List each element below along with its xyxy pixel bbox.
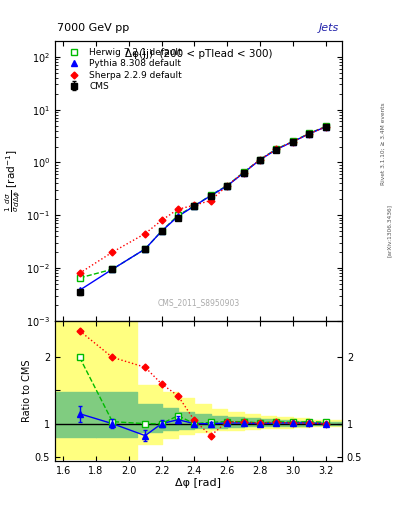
- Sherpa 2.2.9 default: [241, 169, 246, 176]
- Pythia 8.308 default: [192, 203, 197, 209]
- Pythia 8.308 default: [241, 170, 246, 176]
- Herwig 7.2.1 default: [110, 266, 115, 272]
- Sherpa 2.2.9 default: [110, 249, 115, 255]
- Pythia 8.308 default: [143, 246, 147, 252]
- Herwig 7.2.1 default: [159, 228, 164, 234]
- Herwig 7.2.1 default: [274, 146, 279, 152]
- Herwig 7.2.1 default: [290, 138, 295, 144]
- Text: Jets: Jets: [318, 23, 339, 33]
- Herwig 7.2.1 default: [176, 212, 180, 218]
- Herwig 7.2.1 default: [307, 131, 312, 137]
- Pythia 8.308 default: [208, 193, 213, 199]
- Sherpa 2.2.9 default: [274, 146, 279, 152]
- Pythia 8.308 default: [290, 139, 295, 145]
- Sherpa 2.2.9 default: [176, 206, 180, 212]
- Sherpa 2.2.9 default: [257, 157, 262, 163]
- Pythia 8.308 default: [225, 183, 230, 189]
- Sherpa 2.2.9 default: [159, 217, 164, 223]
- Herwig 7.2.1 default: [257, 157, 262, 163]
- Pythia 8.308 default: [159, 228, 164, 234]
- Text: [arXiv:1306.3436]: [arXiv:1306.3436]: [387, 204, 391, 257]
- Line: Herwig 7.2.1 default: Herwig 7.2.1 default: [77, 123, 329, 281]
- Sherpa 2.2.9 default: [208, 198, 213, 204]
- Herwig 7.2.1 default: [77, 275, 82, 281]
- Text: 7000 GeV pp: 7000 GeV pp: [57, 23, 129, 33]
- Sherpa 2.2.9 default: [192, 202, 197, 208]
- Text: CMS_2011_S8950903: CMS_2011_S8950903: [157, 298, 240, 307]
- Pythia 8.308 default: [257, 157, 262, 163]
- Herwig 7.2.1 default: [192, 203, 197, 209]
- Text: Rivet 3.1.10; ≥ 3.4M events: Rivet 3.1.10; ≥ 3.4M events: [381, 102, 386, 185]
- Y-axis label: Ratio to CMS: Ratio to CMS: [22, 359, 32, 422]
- Sherpa 2.2.9 default: [307, 131, 312, 137]
- Line: Pythia 8.308 default: Pythia 8.308 default: [77, 124, 329, 293]
- Herwig 7.2.1 default: [323, 123, 328, 130]
- Y-axis label: $\frac{1}{\sigma}\frac{d\sigma}{d\Delta\phi}$ [rad$^{-1}$]: $\frac{1}{\sigma}\frac{d\sigma}{d\Delta\…: [4, 150, 24, 212]
- Pythia 8.308 default: [176, 214, 180, 220]
- Sherpa 2.2.9 default: [143, 230, 147, 237]
- Herwig 7.2.1 default: [225, 182, 230, 188]
- Pythia 8.308 default: [307, 131, 312, 137]
- Sherpa 2.2.9 default: [77, 270, 82, 276]
- X-axis label: Δφ [rad]: Δφ [rad]: [175, 478, 222, 488]
- Line: Sherpa 2.2.9 default: Sherpa 2.2.9 default: [77, 124, 328, 275]
- Pythia 8.308 default: [274, 146, 279, 153]
- Pythia 8.308 default: [323, 124, 328, 130]
- Herwig 7.2.1 default: [208, 192, 213, 198]
- Legend: Herwig 7.2.1 default, Pythia 8.308 default, Sherpa 2.2.9 default, CMS: Herwig 7.2.1 default, Pythia 8.308 defau…: [59, 46, 185, 94]
- Sherpa 2.2.9 default: [290, 139, 295, 145]
- Pythia 8.308 default: [77, 287, 82, 293]
- Sherpa 2.2.9 default: [225, 182, 230, 188]
- Text: Δφ(jj)  (200 < pTlead < 300): Δφ(jj) (200 < pTlead < 300): [125, 49, 272, 59]
- Herwig 7.2.1 default: [241, 169, 246, 176]
- Sherpa 2.2.9 default: [323, 124, 328, 130]
- Pythia 8.308 default: [110, 266, 115, 272]
- Herwig 7.2.1 default: [143, 246, 147, 252]
